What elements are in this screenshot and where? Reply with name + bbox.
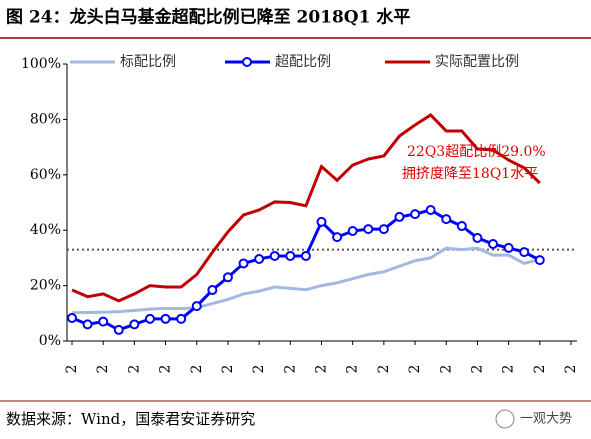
x-tick-label: 2: [345, 365, 361, 374]
point: [129, 319, 140, 330]
x-tick-label: 2: [438, 365, 454, 374]
point: [332, 232, 343, 243]
point: [378, 224, 389, 235]
x-tick-label: 2: [126, 365, 142, 374]
chart-title: 图 24：龙头白马基金超配比例已降至 2018Q1 水平: [6, 7, 410, 28]
x-tick-label: 2: [376, 365, 392, 374]
x-tick-label: 2: [251, 365, 267, 374]
point: [113, 324, 124, 335]
series-line: [71, 113, 541, 303]
x-tick-label: 2: [189, 365, 205, 374]
point: [316, 216, 327, 227]
point: [254, 254, 265, 265]
x-tick-label: 2: [220, 365, 236, 374]
point: [425, 204, 436, 215]
series-line: [71, 246, 541, 315]
point: [488, 239, 499, 250]
point: [347, 226, 358, 237]
point: [98, 316, 109, 327]
legend-label: 超配比例: [275, 54, 331, 70]
point: [207, 285, 218, 296]
source: 数据来源：Wind，国泰君安证券研究: [6, 410, 255, 428]
legend-label: 实际配置比例: [435, 54, 519, 70]
x-tick-label: 2: [158, 365, 174, 374]
x-tick-label: 2: [501, 365, 517, 374]
x-tick-label: 2: [563, 365, 579, 374]
point: [67, 313, 77, 324]
point: [456, 221, 467, 232]
point: [269, 250, 280, 261]
point: [503, 242, 514, 253]
y-tick-label: 100%: [21, 56, 61, 72]
x-tick-label: 2: [282, 365, 298, 374]
point: [441, 214, 452, 225]
point: [222, 272, 233, 283]
y-tick-label: 20%: [30, 278, 61, 294]
point: [394, 211, 405, 222]
point: [410, 209, 421, 220]
point: [534, 255, 545, 266]
point: [363, 224, 374, 235]
point: [300, 250, 311, 261]
x-tick-label: 2: [95, 365, 111, 374]
x-tick-label: 2: [407, 365, 423, 374]
point: [238, 258, 249, 269]
y-tick-label: 60%: [30, 167, 61, 183]
y-tick-label: 40%: [30, 222, 61, 238]
x-tick-label: 2: [314, 365, 330, 374]
point: [472, 232, 483, 243]
point: [82, 319, 93, 330]
x-tick-label: 2: [64, 365, 80, 374]
series-line: [71, 208, 541, 332]
point: [144, 313, 155, 324]
annotation: 拥挤度降至18Q1水平: [402, 166, 538, 182]
legend-marker: [242, 57, 252, 67]
y-tick-label: 80%: [30, 111, 61, 127]
point: [176, 313, 187, 324]
legend-label: 标配比例: [120, 54, 176, 70]
x-tick-label: 2: [469, 365, 485, 374]
point: [160, 313, 171, 324]
watermark: 一观大势: [520, 411, 572, 427]
point: [519, 247, 530, 258]
annotation: 22Q3超配比例29.0%: [407, 144, 546, 160]
point: [285, 250, 296, 261]
y-tick-label: 0%: [39, 333, 61, 349]
x-tick-label: 2: [532, 365, 548, 374]
point: [191, 301, 202, 312]
watermark-icon: [495, 409, 515, 429]
